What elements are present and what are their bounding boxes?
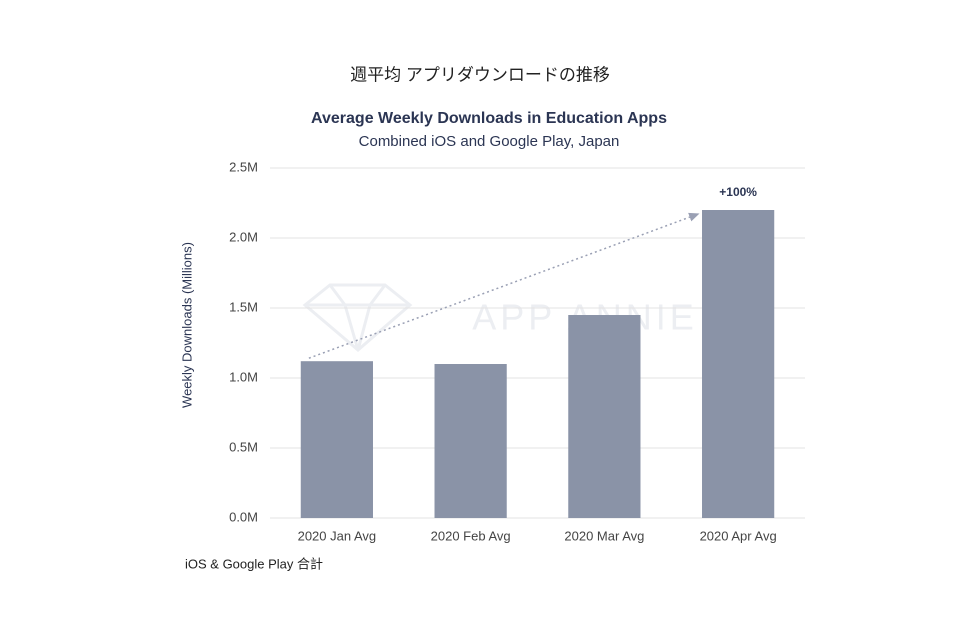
y-tick-label: 0.0M <box>229 509 258 524</box>
x-tick-label: 2020 Feb Avg <box>431 528 511 543</box>
chart-subtitle: Combined iOS and Google Play, Japan <box>359 133 620 150</box>
footnote: iOS & Google Play 合計 <box>185 556 323 571</box>
y-axis-label: Weekly Downloads (Millions) <box>179 242 194 408</box>
bar <box>702 210 775 518</box>
chart-title: Average Weekly Downloads in Education Ap… <box>311 110 667 127</box>
watermark-icon <box>302 283 413 352</box>
x-tick-label: 2020 Mar Avg <box>564 528 644 543</box>
y-tick-label: 2.0M <box>229 229 258 244</box>
annotation: +100% <box>719 185 757 199</box>
x-tick-label: 2020 Apr Avg <box>700 528 777 543</box>
heading: 週平均 アプリダウンロードの推移 <box>350 65 610 84</box>
y-tick-label: 1.0M <box>229 369 258 384</box>
x-tick-label: 2020 Jan Avg <box>298 528 377 543</box>
y-tick-label: 1.5M <box>229 299 258 314</box>
bar <box>434 364 507 518</box>
bar <box>568 315 641 518</box>
trend-arrow <box>308 212 700 359</box>
y-tick-label: 2.5M <box>229 159 258 174</box>
bar <box>300 361 373 518</box>
y-tick-label: 0.5M <box>229 439 258 454</box>
